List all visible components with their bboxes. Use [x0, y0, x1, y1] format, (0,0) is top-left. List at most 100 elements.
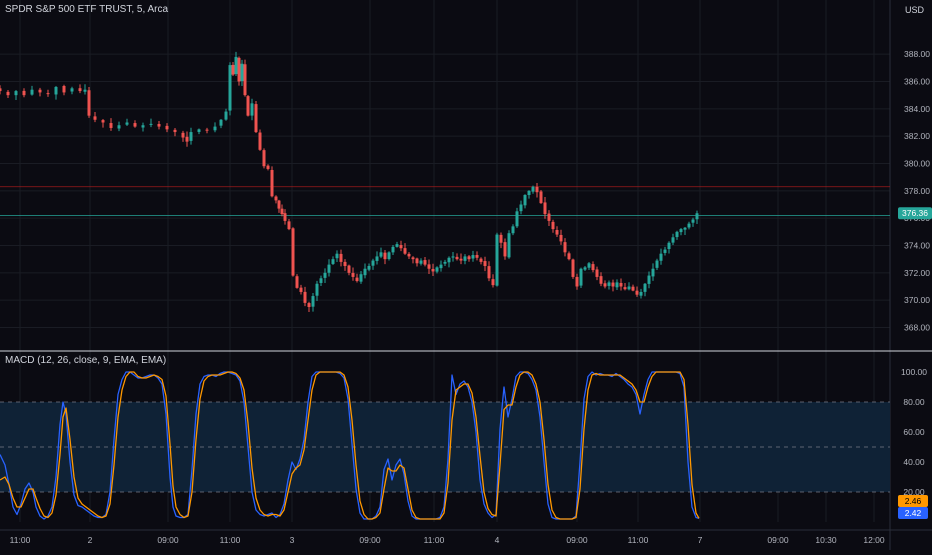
candle-body — [567, 253, 571, 260]
candle-body — [583, 267, 587, 270]
time-tick-label: 11:00 — [628, 535, 649, 545]
candle-body — [173, 129, 177, 133]
candle-body — [527, 190, 531, 196]
candle-body — [93, 116, 97, 120]
candle-body — [219, 119, 223, 126]
candle-body — [471, 255, 475, 259]
candle-body — [403, 248, 407, 254]
candle-body — [463, 256, 467, 261]
candle-body — [631, 286, 635, 291]
candle-body — [643, 283, 647, 292]
candle-body — [46, 93, 50, 95]
candle-body — [451, 256, 455, 258]
candle-body — [555, 229, 559, 235]
candle-body — [189, 132, 193, 141]
candle-body — [205, 129, 209, 131]
candle-body — [351, 272, 355, 277]
candle-body — [363, 268, 367, 276]
candle-body — [262, 150, 266, 167]
candle-body — [331, 259, 335, 264]
candle-body — [383, 252, 387, 260]
candle-body — [419, 260, 423, 264]
candle-body — [277, 200, 281, 209]
candle-body — [599, 276, 603, 284]
candle-body — [523, 194, 527, 206]
candle-body — [234, 56, 238, 75]
candle-body — [603, 283, 607, 287]
price-tick-label: 374.00 — [904, 241, 930, 251]
candle-body — [70, 88, 74, 92]
candle-body — [165, 125, 169, 130]
candle-body — [587, 263, 591, 268]
candle-body — [607, 282, 611, 286]
candle-body — [671, 237, 675, 243]
candle-body — [435, 267, 439, 272]
candle-body — [535, 186, 539, 193]
candle-body — [141, 125, 145, 128]
time-tick-label: 7 — [698, 535, 703, 545]
candle-body — [319, 278, 323, 283]
candle-body — [343, 261, 347, 266]
candle-body — [339, 253, 343, 262]
oscillator-d-line — [0, 371, 700, 520]
candle-body — [250, 103, 254, 116]
currency-label: USD — [905, 5, 925, 15]
candle-body — [157, 123, 161, 127]
candle-body — [543, 202, 547, 215]
candle-body — [447, 257, 451, 263]
candle-body — [181, 132, 185, 138]
candle-body — [579, 268, 583, 286]
candle-body — [563, 242, 567, 253]
oscillator-k-line — [0, 371, 700, 520]
candle-body — [515, 211, 519, 227]
candle-body — [651, 268, 655, 277]
candle-body — [228, 65, 232, 111]
candle-body — [22, 90, 26, 96]
price-tick-label: 370.00 — [904, 295, 930, 305]
candle-body — [274, 196, 278, 201]
candle-body — [14, 91, 18, 96]
candle-body — [391, 246, 395, 253]
candle-body — [575, 276, 579, 287]
candle-body — [455, 256, 459, 260]
candle-body — [258, 132, 262, 150]
candle-body — [539, 191, 543, 204]
candle-body — [149, 123, 153, 125]
candle-body — [475, 255, 479, 258]
candle-body — [287, 221, 291, 230]
candle-body — [125, 122, 129, 125]
candle-body — [224, 111, 228, 120]
candle-body — [237, 57, 241, 82]
candle-body — [375, 256, 379, 261]
candle-body — [487, 266, 491, 279]
candle-body — [311, 296, 315, 307]
candle-body — [551, 221, 555, 230]
candle-body — [197, 129, 201, 132]
time-tick-label: 11:00 — [220, 535, 241, 545]
oscillator-tick-label: 60.00 — [903, 427, 925, 437]
candle-body — [109, 123, 113, 128]
candle-body — [687, 223, 691, 228]
candle-body — [439, 264, 443, 269]
candle-body — [231, 64, 235, 75]
candle-body — [695, 213, 699, 220]
candle-body — [185, 136, 189, 142]
candle-body — [407, 253, 411, 257]
chart-title: SPDR S&P 500 ETF TRUST, 5, Arca — [5, 4, 169, 15]
oscillator-band — [0, 402, 890, 492]
candle-body — [117, 125, 121, 129]
candle-body — [559, 234, 563, 242]
candle-body — [675, 231, 679, 238]
candle-body — [371, 260, 375, 266]
candle-body — [327, 264, 331, 273]
candle-body — [243, 64, 247, 96]
candle-body — [623, 287, 627, 290]
candle-body — [427, 264, 431, 269]
candle-body — [683, 227, 687, 230]
price-tick-label: 382.00 — [904, 131, 930, 141]
candle-body — [54, 86, 58, 95]
candle-body — [655, 260, 659, 268]
candle-body — [270, 169, 274, 197]
